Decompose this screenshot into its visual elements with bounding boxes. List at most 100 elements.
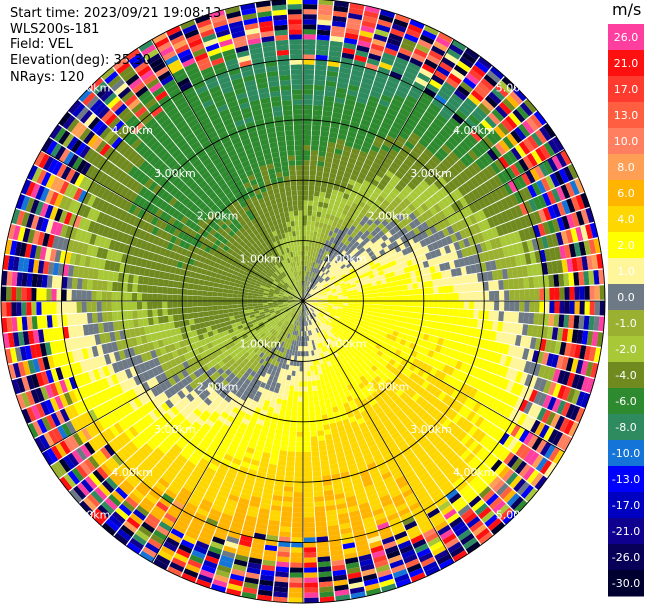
velocity-gate <box>394 397 403 406</box>
velocity-gate <box>418 422 428 432</box>
velocity-gate <box>594 285 600 300</box>
velocity-gate <box>309 411 316 417</box>
velocity-gate <box>288 597 303 603</box>
velocity-gate <box>443 183 454 194</box>
velocity-gate <box>289 385 295 392</box>
velocity-gate <box>449 332 456 341</box>
velocity-gate <box>308 276 311 282</box>
velocity-gate <box>390 335 397 342</box>
velocity-gate <box>427 334 435 343</box>
velocity-gate <box>493 280 499 291</box>
velocity-gate <box>422 347 430 356</box>
velocity-gate <box>470 264 477 274</box>
velocity-gate <box>335 331 341 337</box>
velocity-gate <box>473 390 483 401</box>
velocity-gate <box>321 383 327 390</box>
velocity-gate <box>507 345 515 357</box>
velocity-gate <box>547 429 559 444</box>
velocity-gate <box>328 302 334 304</box>
velocity-gate <box>459 140 471 153</box>
velocity-gate <box>389 103 401 113</box>
velocity-gate <box>397 263 404 270</box>
velocity-gate <box>363 294 369 298</box>
velocity-gate <box>314 74 326 81</box>
velocity-gate <box>315 257 320 264</box>
velocity-gate <box>314 288 320 293</box>
velocity-gate <box>347 257 354 263</box>
velocity-gate <box>310 160 318 166</box>
velocity-gate <box>453 89 467 101</box>
velocity-gate <box>377 308 384 314</box>
velocity-gate <box>514 218 523 231</box>
velocity-gate <box>349 268 356 274</box>
velocity-gate <box>428 395 438 405</box>
velocity-gate <box>486 228 495 240</box>
velocity-gate <box>407 283 414 290</box>
velocity-gate <box>492 500 506 514</box>
velocity-gate <box>310 225 315 232</box>
velocity-gate <box>485 350 493 361</box>
velocity-gate <box>439 246 447 256</box>
velocity-gate <box>341 209 349 216</box>
velocity-gate <box>445 121 458 132</box>
velocity-gate <box>349 278 355 283</box>
velocity-gate <box>373 80 386 90</box>
velocity-gate <box>459 81 474 93</box>
velocity-gate <box>464 364 473 374</box>
velocity-gate <box>355 259 362 266</box>
velocity-gate <box>362 324 369 330</box>
velocity-gate <box>551 233 559 247</box>
velocity-gate <box>391 281 398 287</box>
velocity-gate <box>312 278 316 284</box>
velocity-gate <box>326 310 332 314</box>
velocity-gate <box>304 557 317 563</box>
velocity-gate <box>460 326 468 335</box>
velocity-gate <box>356 312 363 317</box>
velocity-gate <box>569 286 575 300</box>
velocity-gate <box>564 287 570 300</box>
velocity-gate <box>343 268 350 274</box>
velocity-gate <box>365 348 373 355</box>
velocity-gate <box>419 67 433 79</box>
velocity-gate <box>531 182 542 196</box>
velocity-gate <box>333 227 340 234</box>
velocity-gate <box>303 39 316 45</box>
velocity-gate <box>285 410 292 417</box>
velocity-gate <box>311 306 316 310</box>
velocity-gate <box>336 82 349 90</box>
velocity-gate <box>448 243 456 253</box>
velocity-gate <box>327 272 333 278</box>
velocity-gate <box>293 487 303 493</box>
velocity-gate <box>306 304 311 309</box>
velocity-gate <box>323 268 329 274</box>
velocity-gate <box>438 61 453 73</box>
velocity-gate <box>334 338 340 344</box>
velocity-gate <box>303 456 312 463</box>
velocity-gate <box>437 31 453 44</box>
velocity-gate <box>315 64 327 71</box>
velocity-gate <box>419 268 426 276</box>
velocity-gate <box>397 311 404 317</box>
velocity-gate <box>322 306 328 309</box>
velocity-gate <box>413 331 420 338</box>
velocity-gate <box>385 231 393 239</box>
velocity-gate <box>494 290 500 301</box>
velocity-gate <box>311 278 315 283</box>
velocity-gate <box>341 287 347 291</box>
velocity-gate <box>548 447 561 462</box>
velocity-gate <box>371 85 384 94</box>
velocity-gate <box>437 315 444 323</box>
velocity-gate <box>423 111 436 122</box>
velocity-gate <box>438 210 447 220</box>
velocity-gate <box>554 246 562 260</box>
velocity-gate <box>342 291 348 295</box>
velocity-gate <box>389 373 397 382</box>
velocity-gate <box>386 107 399 117</box>
velocity-gate <box>560 435 573 451</box>
velocity-gate <box>317 253 321 259</box>
velocity-gate <box>312 272 316 278</box>
velocity-gate <box>494 353 503 364</box>
velocity-gate <box>403 290 409 296</box>
velocity-gate <box>421 212 430 221</box>
velocity-gate <box>331 327 337 333</box>
